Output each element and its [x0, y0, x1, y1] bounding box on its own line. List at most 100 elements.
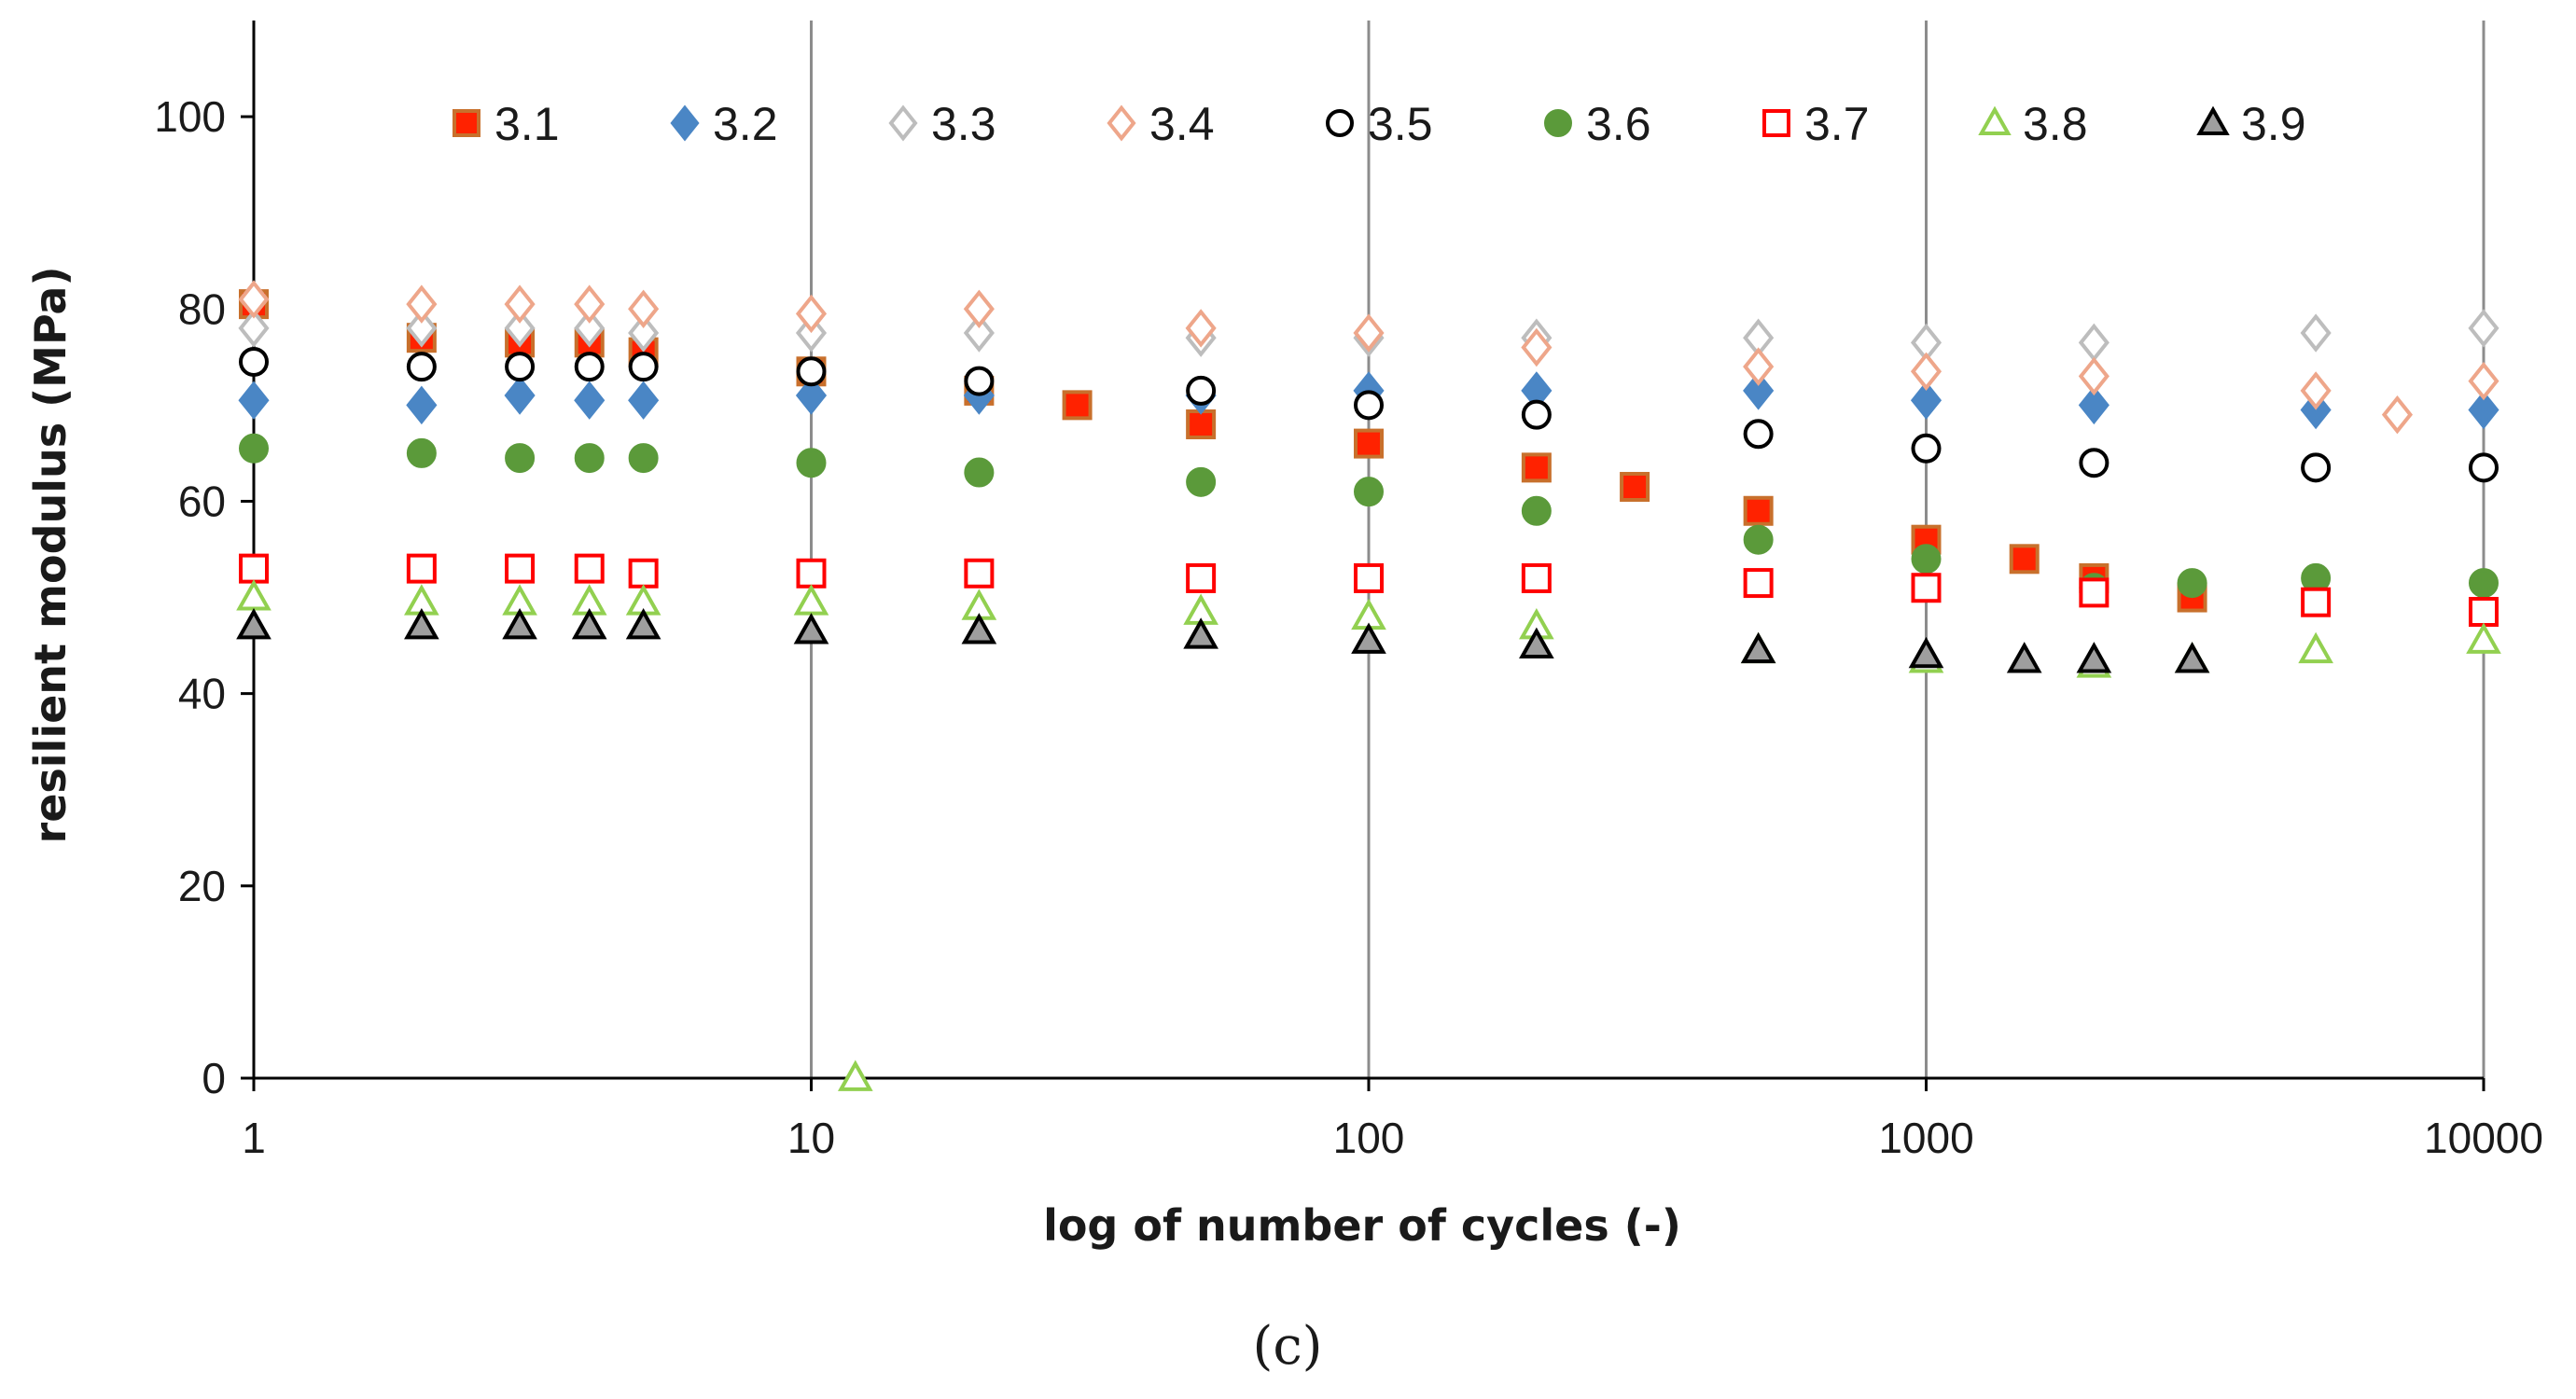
x-tick-label: 1	[242, 1114, 266, 1162]
plot-area	[236, 280, 2501, 1091]
data-point	[2078, 356, 2110, 396]
data-point	[1351, 622, 1386, 654]
data-point	[502, 608, 537, 640]
data-point	[2468, 361, 2499, 401]
legend-label: 3.7	[1804, 98, 1870, 150]
legend-label: 3.4	[1149, 98, 1215, 150]
y-axis-ticks: 0 20 40 60 80 100	[154, 92, 254, 1102]
data-point	[628, 381, 660, 420]
y-tick-label: 100	[154, 92, 226, 141]
x-axis-title: log of number of cycles (-)	[1043, 1200, 1681, 1251]
x-tick-label: 100	[1333, 1114, 1405, 1162]
legend-item-3.2: 3.2	[670, 98, 778, 150]
data-point	[504, 309, 536, 348]
data-point	[505, 443, 536, 474]
data-point	[2468, 390, 2499, 430]
data-point	[964, 558, 995, 589]
data-point	[1743, 347, 1775, 386]
data-point	[239, 346, 269, 377]
x-tick-label: 10000	[2424, 1114, 2543, 1162]
data-point	[2174, 642, 2210, 673]
data-point	[1353, 313, 1385, 353]
data-point	[1186, 466, 1217, 497]
figure-caption: (c)	[1252, 1316, 1322, 1377]
data-point	[796, 448, 827, 478]
data-point	[1519, 627, 1554, 658]
x-axis-ticks: 1 10 100 1000 10000	[242, 1078, 2543, 1162]
data-point	[2381, 395, 2414, 435]
data-point	[628, 352, 659, 382]
data-point	[1354, 428, 1384, 459]
data-point	[628, 289, 660, 328]
data-point	[1743, 419, 1774, 450]
x-tick-label: 1000	[1878, 1114, 1973, 1162]
legend-marker	[1544, 109, 1572, 137]
data-point	[628, 443, 659, 474]
data-point	[796, 558, 827, 589]
data-point	[504, 376, 536, 415]
data-point	[1911, 573, 1942, 603]
legend-marker	[670, 104, 700, 142]
y-tick-label: 0	[202, 1054, 226, 1102]
data-point	[1354, 477, 1384, 507]
y-axis-title: resilient modulus (MPa)	[25, 267, 76, 844]
data-point	[964, 457, 995, 488]
data-point	[406, 309, 438, 348]
y-tick-label: 60	[178, 477, 226, 525]
data-point	[963, 289, 995, 328]
data-point	[1911, 433, 1942, 464]
data-point	[1354, 390, 1384, 421]
data-point	[574, 284, 606, 324]
y-tick-label: 40	[178, 670, 226, 718]
data-point	[963, 313, 995, 353]
data-point	[504, 284, 536, 324]
legend-label: 3.6	[1586, 98, 1651, 150]
data-point	[574, 352, 605, 382]
legend-label: 3.1	[494, 98, 560, 150]
series-3.9	[236, 608, 2210, 673]
data-point	[406, 352, 437, 382]
data-point	[406, 385, 438, 425]
data-point	[1743, 568, 1774, 599]
data-point	[2177, 568, 2207, 599]
y-tick-label: 80	[178, 284, 226, 333]
legend-label: 3.2	[713, 98, 778, 150]
data-point	[793, 613, 829, 644]
data-point	[2078, 323, 2110, 363]
data-point	[574, 381, 606, 420]
data-point	[404, 608, 439, 640]
data-point	[238, 381, 270, 420]
data-point	[574, 309, 606, 348]
data-point	[1186, 375, 1217, 406]
legend-marker	[1326, 109, 1354, 137]
data-point	[1743, 495, 1774, 526]
data-point	[1183, 617, 1218, 649]
data-point	[2469, 568, 2499, 599]
data-point	[2301, 587, 2332, 617]
data-point	[1911, 544, 1942, 575]
data-point	[2468, 309, 2499, 348]
legend-item-3.8: 3.8	[1978, 98, 2088, 150]
data-point	[793, 584, 829, 616]
legend-item-3.7: 3.7	[1762, 98, 1870, 150]
legend: 3.1 3.2 3.3 3.4 3.5 3.6 3.7 3.8 3.9	[453, 98, 2306, 150]
data-point	[1521, 399, 1552, 430]
data-point	[795, 294, 828, 334]
data-point	[837, 1060, 873, 1091]
data-point	[2469, 452, 2499, 483]
data-point	[1062, 390, 1093, 421]
data-point	[1521, 562, 1552, 593]
legend-item-3.4: 3.4	[1107, 98, 1215, 150]
legend-label: 3.8	[2023, 98, 2088, 150]
data-point	[2469, 597, 2499, 628]
legend-marker	[1762, 109, 1790, 137]
data-point	[625, 608, 661, 640]
legend-item-3.3: 3.3	[888, 98, 996, 150]
data-point	[964, 366, 995, 396]
data-point	[1186, 409, 1217, 439]
legend-marker	[1107, 104, 1136, 142]
legend-item-3.5: 3.5	[1326, 98, 1433, 150]
data-point	[628, 313, 660, 353]
data-point	[406, 284, 438, 324]
data-point	[236, 579, 272, 611]
